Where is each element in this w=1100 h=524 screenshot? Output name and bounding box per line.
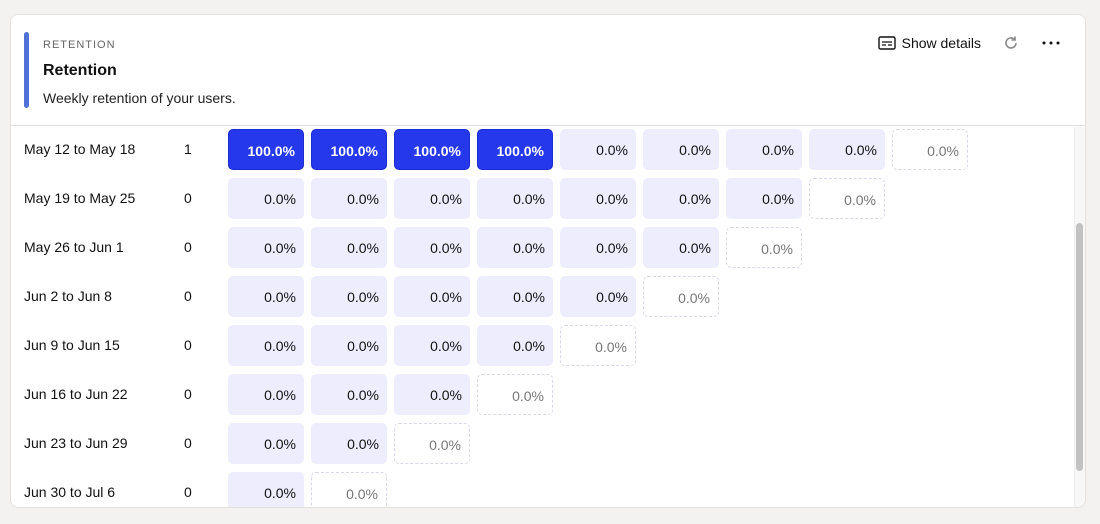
retention-cell[interactable]: 0.0%: [394, 227, 470, 268]
retention-cell[interactable]: 0.0%: [311, 227, 387, 268]
retention-cell[interactable]: 0.0%: [560, 129, 636, 170]
card-header: RETENTION Retention Weekly retention of …: [11, 15, 1085, 126]
eyebrow-label: RETENTION: [43, 39, 116, 51]
cohort-label: May 19 to May 25: [24, 190, 136, 206]
cohort-row: Jun 16 to Jun 22 0 0.0% 0.0% 0.0% 0.0%: [11, 372, 1071, 421]
retention-cell[interactable]: 0.0%: [560, 227, 636, 268]
retention-cell[interactable]: 0.0%: [477, 276, 553, 317]
refresh-icon[interactable]: [1003, 35, 1019, 51]
more-options-icon[interactable]: [1041, 40, 1061, 46]
retention-cell-pending[interactable]: 0.0%: [477, 374, 553, 415]
retention-cell[interactable]: 0.0%: [311, 325, 387, 366]
cohort-row: May 19 to May 25 0 0.0% 0.0% 0.0% 0.0% 0.0% 0.0…: [11, 176, 1071, 225]
retention-cell-pending[interactable]: 0.0%: [892, 129, 968, 170]
card-subtitle: Weekly retention of your users.: [43, 90, 236, 106]
retention-cell[interactable]: 0.0%: [394, 276, 470, 317]
retention-cell-pending[interactable]: 0.0%: [311, 472, 387, 507]
cohort-size: 0: [184, 435, 192, 451]
card-title: Retention: [43, 62, 117, 79]
retention-cell-pending[interactable]: 0.0%: [726, 227, 802, 268]
retention-cell[interactable]: 0.0%: [311, 276, 387, 317]
retention-cell[interactable]: 0.0%: [228, 374, 304, 415]
retention-grid: May 12 to May 18 1 100.0% 100.0% 100.0% 100.0…: [11, 127, 1085, 507]
cohort-label: May 12 to May 18: [24, 141, 136, 157]
retention-cell[interactable]: 0.0%: [228, 423, 304, 464]
cohort-size: 0: [184, 386, 192, 402]
cohort-row: Jun 23 to Jun 29 0 0.0% 0.0% 0.0%: [11, 421, 1071, 470]
retention-cell[interactable]: 0.0%: [228, 178, 304, 219]
retention-cell[interactable]: 0.0%: [311, 423, 387, 464]
cohort-label: Jun 30 to Jul 6: [24, 484, 116, 500]
retention-cell[interactable]: 0.0%: [394, 325, 470, 366]
retention-cell[interactable]: 0.0%: [228, 325, 304, 366]
retention-cell[interactable]: 100.0%: [228, 129, 304, 170]
cohort-size: 0: [184, 288, 192, 304]
accent-bar: [24, 32, 29, 108]
retention-cell[interactable]: 0.0%: [477, 325, 553, 366]
cohort-row: May 26 to Jun 1 0 0.0% 0.0% 0.0% 0.0% 0.0% 0.0%…: [11, 225, 1071, 274]
scrollbar-track[interactable]: [1074, 127, 1085, 507]
retention-cell[interactable]: 0.0%: [311, 374, 387, 415]
retention-cell[interactable]: 0.0%: [643, 227, 719, 268]
cohort-row: Jun 9 to Jun 15 0 0.0% 0.0% 0.0% 0.0% 0.0%: [11, 323, 1071, 372]
retention-cell-pending[interactable]: 0.0%: [809, 178, 885, 219]
retention-cell[interactable]: 0.0%: [643, 178, 719, 219]
cohort-size: 1: [184, 141, 192, 157]
retention-cell[interactable]: 0.0%: [560, 276, 636, 317]
retention-cell[interactable]: 100.0%: [477, 129, 553, 170]
retention-cell[interactable]: 0.0%: [809, 129, 885, 170]
cohort-label: Jun 9 to Jun 15: [24, 337, 120, 353]
cohort-size: 0: [184, 190, 192, 206]
cohort-size: 0: [184, 239, 192, 255]
cohort-size: 0: [184, 484, 192, 500]
cohort-row: Jun 30 to Jul 6 0 0.0% 0.0%: [11, 470, 1071, 507]
retention-cell[interactable]: 0.0%: [726, 129, 802, 170]
retention-cell[interactable]: 100.0%: [394, 129, 470, 170]
cohort-label: May 26 to Jun 1: [24, 239, 124, 255]
retention-cell-pending[interactable]: 0.0%: [560, 325, 636, 366]
retention-cell-pending[interactable]: 0.0%: [394, 423, 470, 464]
retention-cell[interactable]: 0.0%: [560, 178, 636, 219]
retention-cell[interactable]: 0.0%: [394, 374, 470, 415]
cohort-label: Jun 23 to Jun 29: [24, 435, 128, 451]
show-details-button[interactable]: Show details: [877, 35, 981, 51]
cohort-label: Jun 2 to Jun 8: [24, 288, 112, 304]
show-details-label: Show details: [901, 35, 981, 51]
retention-cell[interactable]: 0.0%: [726, 178, 802, 219]
retention-cell-pending[interactable]: 0.0%: [643, 276, 719, 317]
retention-cell[interactable]: 0.0%: [477, 227, 553, 268]
cohort-size: 0: [184, 337, 192, 353]
retention-cell[interactable]: 0.0%: [228, 276, 304, 317]
retention-cell[interactable]: 0.0%: [643, 129, 719, 170]
retention-cell[interactable]: 0.0%: [477, 178, 553, 219]
scrollbar-thumb[interactable]: [1076, 223, 1083, 471]
cohort-row: Jun 2 to Jun 8 0 0.0% 0.0% 0.0% 0.0% 0.0% 0.0%: [11, 274, 1071, 323]
cohort-row: May 12 to May 18 1 100.0% 100.0% 100.0% 100.0…: [11, 127, 1071, 176]
retention-card: RETENTION Retention Weekly retention of …: [10, 14, 1086, 508]
retention-cell[interactable]: 0.0%: [311, 178, 387, 219]
cohort-label: Jun 16 to Jun 22: [24, 386, 128, 402]
retention-cell[interactable]: 100.0%: [311, 129, 387, 170]
retention-cell[interactable]: 0.0%: [228, 227, 304, 268]
details-icon: [877, 36, 896, 50]
retention-cell[interactable]: 0.0%: [394, 178, 470, 219]
retention-cell[interactable]: 0.0%: [228, 472, 304, 507]
